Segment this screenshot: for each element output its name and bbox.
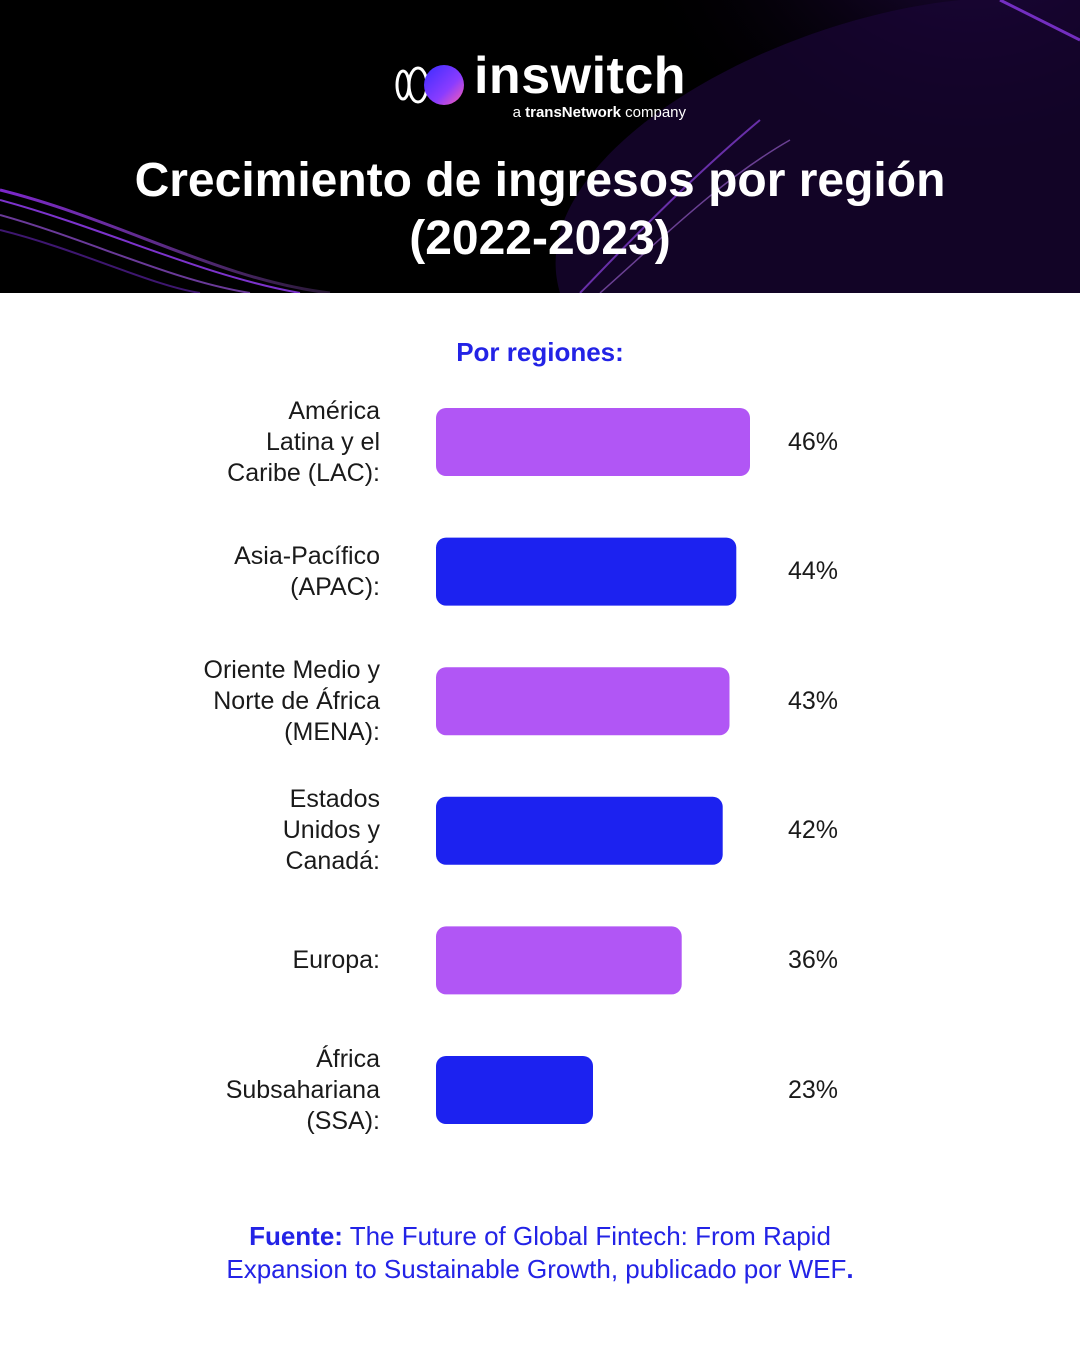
page-title-line-2: (2022-2023) [409, 212, 671, 265]
bar-2 [436, 667, 730, 736]
source-text-line-2: Expansion to Sustainable Growth, publica… [226, 1254, 847, 1284]
bar-4 [436, 926, 682, 995]
category-label-3: Estados Unidos y Canadá: [282, 785, 380, 876]
bar-0 [436, 408, 750, 476]
source-label: Fuente: [249, 1221, 343, 1251]
value-label-2: 43% [788, 686, 839, 715]
value-label-0: 46% [788, 427, 839, 456]
chart-title: Por regiones: [456, 337, 624, 367]
inswitch-logo-icon [395, 65, 464, 105]
category-label-4: Europa: [292, 945, 380, 974]
value-label-4: 36% [788, 945, 839, 974]
category-label-2: Oriente Medio y Norte de África (MENA): [203, 655, 380, 746]
brand-logo: inswitch a transNetwork company [0, 48, 1080, 122]
page-title: Crecimiento de ingresos por región (2022… [0, 152, 1080, 268]
brand-name: inswitch [473, 47, 687, 105]
category-label-1: Asia-Pacífico (APAC): [234, 541, 380, 601]
value-label-3: 42% [788, 816, 839, 845]
header-background-art [0, 0, 1080, 293]
brand-tagline: a transNetwork company [512, 104, 687, 121]
bar-3 [436, 796, 723, 865]
source-note: Fuente: The Future of Global Fintech: Fr… [0, 1220, 1080, 1286]
category-label-0: América Latina y el Caribe (LAC): [227, 396, 380, 487]
bar-5 [436, 1056, 593, 1124]
source-end: . [846, 1254, 854, 1284]
bar-1 [436, 537, 737, 606]
source-text-line-1: The Future of Global Fintech: From Rapid [342, 1221, 831, 1251]
page-title-line-1: Crecimiento de ingresos por región [134, 154, 946, 207]
category-label-5: África Subsahariana (SSA): [225, 1044, 380, 1135]
value-label-1: 44% [788, 557, 839, 586]
header: inswitch a transNetwork company Crecimie… [0, 0, 1080, 293]
value-label-5: 23% [788, 1075, 839, 1104]
